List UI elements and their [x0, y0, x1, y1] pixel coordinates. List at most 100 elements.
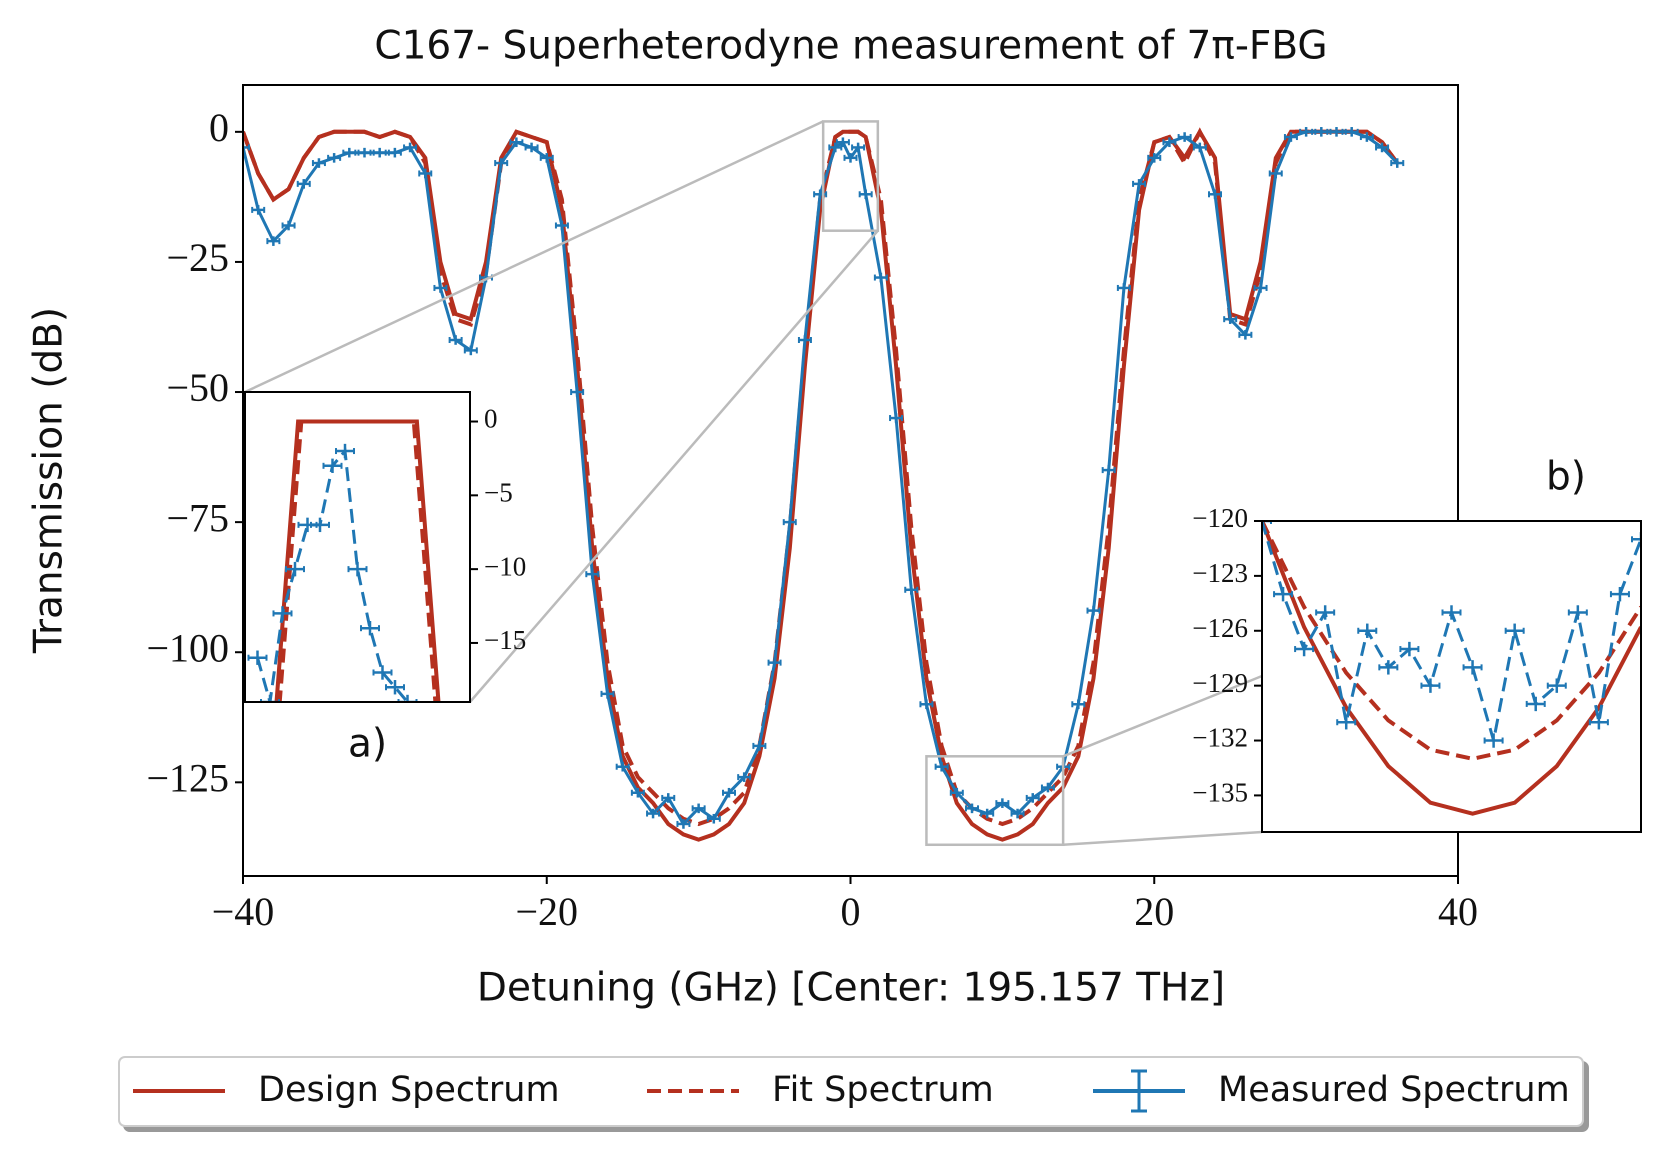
data-point: [1314, 127, 1329, 137]
data-point: [722, 787, 736, 798]
data-point: [661, 793, 676, 803]
data-point: [1315, 605, 1336, 620]
data-point: [980, 808, 995, 819]
data-point: [1420, 678, 1441, 693]
data-point: [1253, 283, 1268, 293]
data-point: [1329, 127, 1344, 137]
inset-label: a): [348, 722, 387, 767]
data-point: [1375, 142, 1390, 153]
data-point: [296, 179, 311, 189]
y-tick-label: 0: [484, 404, 498, 434]
plot-area: [243, 127, 1405, 842]
chart-title: C167- Superheterodyne measurement of 7π-…: [374, 24, 1327, 69]
data-point: [752, 741, 767, 751]
data-point: [1238, 329, 1253, 340]
data-point: [285, 561, 305, 577]
zoom-connector: [1062, 674, 1263, 758]
data-point: [327, 153, 342, 163]
data-point: [335, 443, 355, 459]
data-point: [1010, 808, 1025, 819]
data-point: [1399, 641, 1420, 657]
zoom-connector: [1063, 830, 1263, 847]
data-point: [873, 272, 888, 283]
legend-label: Measured Spectrum: [1218, 1070, 1570, 1110]
data-point: [1525, 696, 1546, 712]
data-point: [1262, 521, 1272, 529]
data-point: [385, 680, 405, 695]
zoom-connector: [469, 229, 879, 703]
data-point: [1294, 641, 1315, 657]
y-tick-label: 0: [209, 105, 229, 150]
inset-label: b): [1546, 455, 1586, 500]
data-point: [676, 819, 691, 829]
data-point: [889, 413, 904, 423]
data-point: [539, 153, 554, 163]
data-point: [463, 345, 478, 356]
data-point: [1504, 623, 1525, 638]
data-point: [570, 387, 585, 397]
x-tick-label: 40: [1438, 889, 1478, 934]
data-point: [281, 220, 296, 231]
y-tick-label: −125: [146, 756, 229, 801]
data-point: [858, 189, 873, 200]
data-point: [342, 147, 357, 158]
series-line: [1262, 521, 1641, 816]
data-point: [266, 236, 281, 246]
plot-area: [1262, 521, 1641, 816]
y-tick-label: −75: [166, 495, 229, 540]
series-line: [277, 419, 438, 702]
data-point: [1483, 733, 1504, 748]
y-tick-label: −135: [1192, 778, 1248, 808]
plot-area: [247, 419, 441, 702]
y-tick-label: −15: [484, 625, 526, 655]
legend: Design Spectrum Fit Spectrum Measured Spec…: [118, 1056, 1584, 1127]
data-point: [1040, 782, 1055, 793]
data-point: [1025, 793, 1040, 803]
data-point: [1390, 158, 1405, 168]
data-point: [1273, 586, 1294, 602]
data-point: [949, 787, 964, 798]
data-point: [311, 158, 326, 168]
data-point: [1132, 179, 1147, 189]
data-point: [554, 220, 569, 231]
data-point: [1631, 532, 1641, 547]
data-point: [403, 142, 418, 153]
data-point: [1268, 168, 1283, 179]
data-point: [524, 142, 539, 153]
data-point: [919, 699, 934, 710]
data-point: [1462, 660, 1483, 675]
data-point: [585, 569, 600, 579]
legend-label: Design Spectrum: [258, 1070, 560, 1110]
axes-frame: [244, 391, 471, 703]
data-point: [1147, 153, 1162, 163]
data-point: [1162, 137, 1177, 148]
data-point: [433, 283, 448, 293]
data-point: [1116, 283, 1131, 293]
data-point: [1071, 699, 1086, 710]
data-point: [1588, 715, 1609, 730]
data-point: [418, 168, 433, 179]
data-point: [397, 694, 418, 702]
data-point: [1567, 605, 1588, 620]
legend-box: [118, 1056, 1584, 1127]
data-point: [934, 761, 949, 772]
data-point: [691, 803, 706, 814]
data-point: [828, 142, 843, 153]
data-point: [260, 694, 280, 702]
data-point: [1357, 623, 1378, 638]
data-point: [387, 147, 402, 158]
data-point: [767, 657, 782, 668]
data-point: [1359, 132, 1374, 142]
x-tick-label: −20: [515, 889, 578, 934]
series-line: [1262, 521, 1641, 761]
y-axis-label: Transmission (dB): [27, 307, 72, 654]
data-point: [782, 517, 797, 527]
data-point: [357, 147, 372, 158]
data-point: [835, 137, 850, 148]
data-point: [737, 772, 752, 782]
y-tick-label: −100: [146, 625, 229, 670]
data-point: [243, 142, 250, 153]
data-point: [797, 335, 812, 345]
data-point: [372, 665, 393, 680]
data-point: [1609, 586, 1630, 602]
